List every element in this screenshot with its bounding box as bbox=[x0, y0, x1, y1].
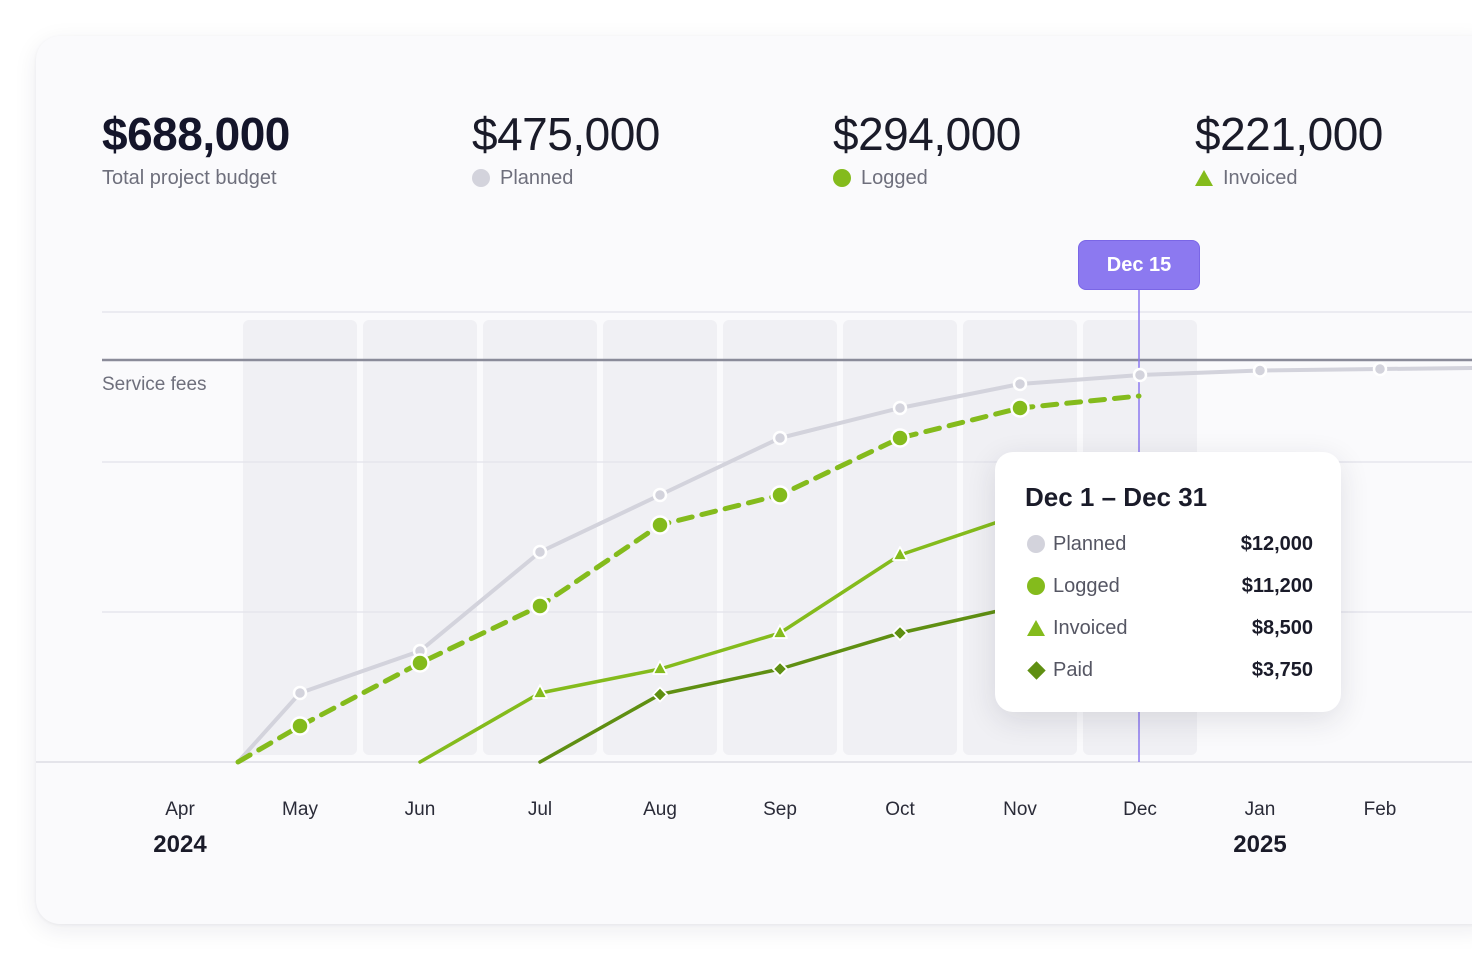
tooltip-row-paid: Paid $3,750 bbox=[1025, 655, 1313, 685]
month-band-aug bbox=[603, 320, 717, 755]
tooltip-title: Dec 1 – Dec 31 bbox=[1025, 482, 1208, 512]
series-planned-point bbox=[1252, 363, 1268, 378]
x-tick-label: May bbox=[282, 799, 318, 820]
x-tick-label: Nov bbox=[1003, 799, 1037, 820]
series-invoiced-line bbox=[418, 512, 1022, 764]
series-planned-point bbox=[532, 544, 548, 560]
kpi-planned-label: Planned bbox=[500, 167, 574, 189]
series-paid-point bbox=[771, 660, 789, 678]
month-band-jun bbox=[363, 320, 477, 755]
paid-icon bbox=[1026, 660, 1046, 680]
series-logged-point bbox=[650, 515, 670, 535]
series-logged-point bbox=[410, 653, 430, 673]
kpi-logged-label: Logged bbox=[861, 167, 928, 189]
x-tick-label: Oct bbox=[885, 799, 915, 820]
tooltip-row-amount: $3,750 bbox=[1251, 658, 1313, 681]
year-label: 2025 bbox=[1233, 831, 1286, 858]
series-planned-point bbox=[292, 685, 308, 701]
service-fees-label: Service fees bbox=[102, 374, 207, 395]
tooltip-row-logged: Logged $11,200 bbox=[1025, 571, 1313, 601]
x-tick-label: Sep bbox=[763, 799, 797, 820]
planned-legend-icon bbox=[472, 169, 490, 187]
kpi-total-budget: $688,000 Total project budget bbox=[102, 108, 290, 190]
series-logged-point bbox=[890, 428, 910, 448]
series-planned-point bbox=[892, 400, 908, 416]
year-label: 2024 bbox=[153, 831, 207, 858]
kpi-total-label: Total project budget bbox=[102, 167, 277, 189]
tooltip-row-planned: Planned $12,000 bbox=[1025, 529, 1313, 559]
tooltip-row-label: Planned bbox=[1053, 532, 1127, 555]
kpi-invoiced: $221,000 Invoiced bbox=[1195, 108, 1383, 190]
kpi-planned-value: $475,000 bbox=[472, 108, 660, 160]
x-tick-label: Aug bbox=[643, 799, 677, 820]
series-invoiced-point bbox=[892, 546, 908, 561]
x-tick-label: Jul bbox=[528, 799, 552, 820]
series-invoiced-point bbox=[652, 660, 668, 675]
series-invoiced-point bbox=[772, 624, 788, 639]
logged-icon bbox=[1027, 577, 1045, 595]
date-cursor-badge[interactable]: Dec 15 bbox=[1078, 240, 1200, 290]
series-logged-point bbox=[1010, 398, 1030, 418]
month-band-may bbox=[243, 320, 357, 755]
series-planned-point bbox=[772, 430, 788, 446]
series-paid-point bbox=[891, 624, 909, 642]
kpi-total-value: $688,000 bbox=[102, 108, 290, 160]
month-band-sep bbox=[723, 320, 837, 755]
x-tick-label: Dec bbox=[1123, 799, 1157, 820]
kpi-planned: $475,000 Planned bbox=[472, 108, 660, 190]
series-paid-point bbox=[651, 686, 669, 703]
logged-legend-icon bbox=[833, 169, 851, 187]
series-logged-point bbox=[290, 716, 310, 736]
series-invoiced-point bbox=[532, 684, 548, 699]
kpi-invoiced-value: $221,000 bbox=[1195, 108, 1383, 160]
month-band-oct bbox=[843, 320, 957, 755]
tooltip-row-amount: $8,500 bbox=[1251, 616, 1313, 639]
invoiced-icon bbox=[1027, 620, 1045, 636]
x-tick-label: Jan bbox=[1245, 799, 1276, 820]
x-tick-label: Apr bbox=[165, 799, 195, 820]
series-logged-point bbox=[530, 596, 550, 616]
tooltip-row-invoiced: Invoiced $8,500 bbox=[1025, 613, 1313, 643]
tooltip-row-label: Logged bbox=[1053, 574, 1120, 597]
tooltip-row-amount: $12,000 bbox=[1240, 532, 1313, 555]
tooltip-row-label: Invoiced bbox=[1053, 616, 1128, 639]
tooltip: Dec 1 – Dec 31 Planned $12,000 Logged $1… bbox=[995, 452, 1341, 712]
tooltip-row-label: Paid bbox=[1053, 658, 1094, 681]
x-tick-label: Feb bbox=[1364, 799, 1397, 820]
kpi-invoiced-label: Invoiced bbox=[1223, 167, 1298, 189]
series-planned-point bbox=[1372, 361, 1388, 377]
series-planned-line bbox=[236, 366, 1472, 764]
planned-icon bbox=[1027, 535, 1045, 553]
invoiced-legend-icon bbox=[1195, 170, 1213, 186]
kpi-logged-value: $294,000 bbox=[833, 108, 1021, 160]
series-planned-point bbox=[652, 487, 668, 503]
tooltip-row-amount: $11,200 bbox=[1241, 574, 1313, 597]
month-band-jul bbox=[483, 320, 597, 755]
series-logged-point bbox=[770, 485, 790, 505]
series-planned-point bbox=[1012, 376, 1028, 392]
x-tick-label: Jun bbox=[405, 799, 436, 820]
kpi-logged: $294,000 Logged bbox=[833, 108, 1021, 190]
series-planned-point bbox=[1132, 367, 1148, 383]
